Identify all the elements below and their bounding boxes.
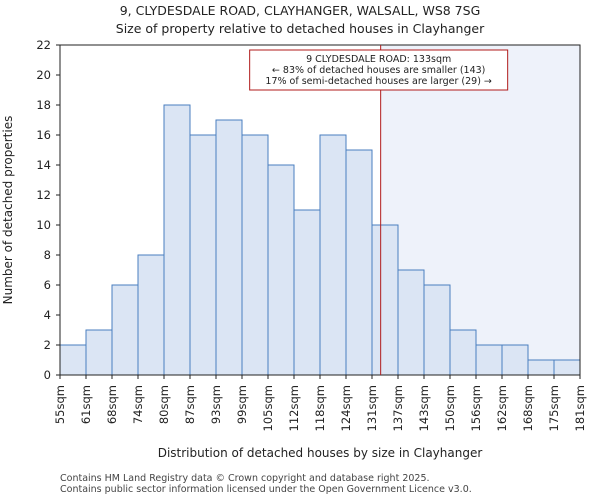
x-tick-label: 118sqm xyxy=(313,385,327,431)
x-tick-label: 131sqm xyxy=(365,385,379,431)
bar xyxy=(293,209,321,376)
x-tick-label: 137sqm xyxy=(391,385,405,431)
bar xyxy=(527,359,555,376)
bar xyxy=(85,329,113,376)
x-tick-label: 181sqm xyxy=(573,385,587,431)
y-tick-label: 16 xyxy=(36,128,51,142)
x-tick-label: 162sqm xyxy=(495,385,509,431)
bar xyxy=(475,344,503,376)
bar xyxy=(397,269,425,376)
bar xyxy=(345,149,373,376)
x-tick-label: 87sqm xyxy=(183,385,197,424)
annotation-line: 9 CLYDESDALE ROAD: 133sqm xyxy=(306,54,451,65)
y-tick-label: 22 xyxy=(36,38,51,52)
bar xyxy=(267,164,295,376)
x-tick-label: 99sqm xyxy=(235,385,249,424)
bar xyxy=(319,134,347,376)
annotation-box xyxy=(249,49,509,91)
bar xyxy=(163,104,191,376)
y-tick-label: 10 xyxy=(36,218,51,232)
y-tick-label: 12 xyxy=(36,188,51,202)
x-tick-label: 124sqm xyxy=(339,385,353,431)
bar xyxy=(553,359,581,376)
x-tick-label: 175sqm xyxy=(547,385,561,431)
chart-subtitle: Size of property relative to detached ho… xyxy=(115,21,485,36)
x-tick-label: 61sqm xyxy=(79,385,93,424)
x-tick-label: 156sqm xyxy=(469,385,483,431)
y-tick-label: 20 xyxy=(36,68,51,82)
chart-title: 9, CLYDESDALE ROAD, CLAYHANGER, WALSALL,… xyxy=(119,3,481,18)
x-tick-label: 105sqm xyxy=(261,385,275,431)
x-tick-label: 150sqm xyxy=(443,385,457,431)
y-tick-label: 8 xyxy=(44,248,51,262)
y-tick-label: 2 xyxy=(44,338,51,352)
x-tick-label: 55sqm xyxy=(53,385,67,424)
y-tick-label: 0 xyxy=(44,368,51,382)
bar xyxy=(371,224,399,376)
bar xyxy=(111,284,139,376)
y-tick-label: 18 xyxy=(36,98,51,112)
x-tick-label: 80sqm xyxy=(157,385,171,424)
annotation-line: 17% of semi-detached houses are larger (… xyxy=(265,76,492,87)
annotation-line: ← 83% of detached houses are smaller (14… xyxy=(272,65,485,76)
y-tick-label: 14 xyxy=(36,158,51,172)
bar xyxy=(449,329,477,376)
x-tick-label: 168sqm xyxy=(521,385,535,431)
x-tick-label: 74sqm xyxy=(131,385,145,424)
x-axis-title: Distribution of detached houses by size … xyxy=(158,446,483,460)
bar xyxy=(423,284,451,376)
bar xyxy=(501,344,529,376)
y-tick-label: 4 xyxy=(44,308,51,322)
footer-licence: Contains public sector information licen… xyxy=(60,484,472,495)
x-tick-label: 112sqm xyxy=(287,385,301,431)
bar xyxy=(137,254,165,376)
x-tick-label: 68sqm xyxy=(105,385,119,424)
x-tick-label: 143sqm xyxy=(417,385,431,431)
y-tick-label: 6 xyxy=(44,278,51,292)
y-axis-title: Number of detached properties xyxy=(1,116,15,305)
bar xyxy=(59,344,87,376)
x-tick-label: 93sqm xyxy=(209,385,223,424)
footer-copyright: Contains HM Land Registry data © Crown c… xyxy=(60,473,430,484)
bar xyxy=(241,134,269,376)
bar xyxy=(189,134,217,376)
bar xyxy=(215,119,243,376)
